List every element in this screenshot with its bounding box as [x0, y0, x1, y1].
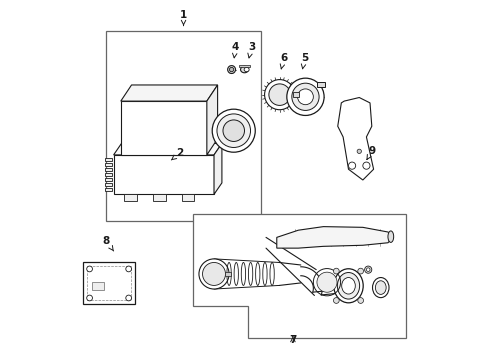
Text: 9: 9 — [366, 146, 375, 159]
Bar — [92, 282, 103, 290]
Circle shape — [212, 109, 255, 152]
Polygon shape — [105, 163, 112, 166]
Circle shape — [291, 83, 319, 111]
Bar — [316, 82, 324, 87]
Polygon shape — [105, 183, 112, 186]
Circle shape — [217, 114, 250, 148]
Polygon shape — [113, 143, 222, 155]
Ellipse shape — [244, 67, 249, 72]
Polygon shape — [214, 143, 222, 194]
Polygon shape — [121, 85, 217, 101]
Circle shape — [199, 259, 228, 289]
Circle shape — [333, 268, 339, 274]
Polygon shape — [105, 168, 112, 171]
Polygon shape — [206, 85, 217, 155]
Bar — [182, 194, 194, 201]
Polygon shape — [121, 101, 206, 155]
Ellipse shape — [372, 278, 388, 298]
Text: 1: 1 — [180, 10, 187, 26]
Circle shape — [227, 66, 235, 73]
Circle shape — [264, 80, 294, 110]
Ellipse shape — [387, 231, 393, 242]
Polygon shape — [105, 173, 112, 176]
Ellipse shape — [333, 269, 363, 303]
Bar — [83, 262, 135, 304]
Text: 5: 5 — [301, 53, 308, 69]
Polygon shape — [276, 226, 392, 248]
Circle shape — [86, 266, 92, 272]
Circle shape — [297, 89, 313, 105]
Circle shape — [356, 149, 361, 153]
Polygon shape — [105, 178, 112, 181]
Circle shape — [268, 84, 290, 105]
Ellipse shape — [337, 273, 359, 299]
Circle shape — [125, 266, 131, 272]
Bar — [106, 31, 260, 221]
Circle shape — [357, 268, 363, 274]
Ellipse shape — [341, 278, 355, 294]
Circle shape — [357, 298, 363, 303]
Circle shape — [125, 295, 131, 301]
Bar — [124, 194, 137, 201]
Polygon shape — [337, 98, 373, 180]
Circle shape — [223, 120, 244, 141]
Circle shape — [333, 298, 339, 303]
Text: 2: 2 — [171, 148, 183, 160]
Text: 4: 4 — [231, 42, 239, 58]
Circle shape — [364, 266, 371, 273]
Circle shape — [229, 67, 233, 72]
Text: 3: 3 — [247, 42, 255, 58]
Ellipse shape — [375, 281, 386, 294]
Text: 7: 7 — [288, 334, 296, 345]
Circle shape — [366, 268, 369, 271]
Bar — [224, 272, 230, 276]
Polygon shape — [113, 155, 214, 194]
Bar — [292, 93, 299, 97]
Bar — [87, 266, 131, 300]
Circle shape — [86, 295, 92, 301]
Bar — [153, 194, 165, 201]
Ellipse shape — [240, 66, 248, 73]
Circle shape — [286, 78, 324, 116]
Circle shape — [202, 262, 225, 285]
Polygon shape — [105, 158, 112, 161]
Circle shape — [362, 162, 369, 169]
Polygon shape — [192, 214, 405, 338]
Bar — [239, 64, 249, 67]
Text: 6: 6 — [280, 53, 287, 69]
Text: 8: 8 — [102, 236, 113, 251]
Circle shape — [316, 272, 336, 292]
Circle shape — [348, 162, 355, 169]
Polygon shape — [105, 188, 112, 192]
